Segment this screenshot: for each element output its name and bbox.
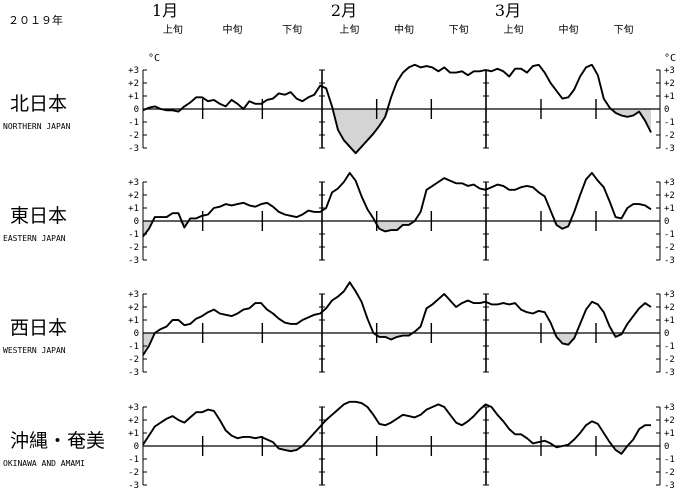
dekad-label: 上旬 bbox=[163, 23, 183, 36]
y-tick-label: 0 bbox=[664, 442, 669, 452]
y-tick-label: +1 bbox=[128, 92, 139, 102]
y-tick-label: 0 bbox=[134, 217, 139, 227]
dekad-label: 中旬 bbox=[559, 23, 579, 36]
month-label-3: 3月 bbox=[495, 1, 521, 20]
y-tick-label: -2 bbox=[128, 355, 139, 365]
region-name-en: WESTERN JAPAN bbox=[3, 346, 66, 355]
y-tick-label: -2 bbox=[664, 243, 675, 253]
y-tick-label: +1 bbox=[128, 316, 139, 326]
y-tick-label: -1 bbox=[128, 118, 139, 128]
y-tick-label: -2 bbox=[128, 131, 139, 141]
dekad-label: 下旬 bbox=[614, 23, 634, 36]
y-tick-label: -1 bbox=[664, 230, 675, 240]
dekad-label: 下旬 bbox=[282, 23, 302, 36]
y-tick-label: +1 bbox=[664, 204, 675, 214]
y-tick-label: 0 bbox=[134, 105, 139, 115]
dekad-label: 上旬 bbox=[504, 23, 524, 36]
panel-eastern-japan: 東日本 EASTERN JAPAN -3 -3 -2 -2 -1 -1 0 0 +1 +1 +2 +2 +3… bbox=[3, 171, 675, 266]
region-name-ja: 沖縄・奄美 bbox=[10, 430, 105, 452]
unit-label-right: °C bbox=[664, 53, 676, 64]
y-tick-label: -1 bbox=[664, 342, 675, 352]
y-tick-label: 0 bbox=[664, 217, 669, 227]
y-tick-label: +2 bbox=[664, 191, 675, 201]
region-name-en: EASTERN JAPAN bbox=[3, 234, 66, 243]
dekad-label: 上旬 bbox=[339, 23, 359, 36]
y-tick-label: +2 bbox=[128, 79, 139, 89]
y-tick-label: -2 bbox=[664, 468, 675, 478]
y-tick-label: -2 bbox=[664, 355, 675, 365]
dekad-label: 下旬 bbox=[449, 23, 469, 36]
panel-northern-japan: 北日本 NORTHERN JAPAN °C °C -3 -3 -2 -2 -1 -1 0 0 +1 +1 +… bbox=[3, 53, 676, 155]
y-tick-label: -1 bbox=[664, 455, 675, 465]
y-tick-label: -2 bbox=[128, 243, 139, 253]
year-label: ２０１９年 bbox=[8, 13, 63, 27]
y-tick-label: -2 bbox=[128, 468, 139, 478]
negative-anomaly-area bbox=[143, 446, 651, 454]
y-tick-label: +2 bbox=[128, 191, 139, 201]
y-tick-label: -3 bbox=[664, 368, 675, 378]
region-name-ja: 西日本 bbox=[10, 317, 67, 339]
y-tick-label: -3 bbox=[664, 144, 675, 154]
y-tick-label: +3 bbox=[664, 290, 675, 300]
region-name-en: OKINAWA AND AMAMI bbox=[3, 459, 85, 468]
unit-label-left: °C bbox=[148, 53, 160, 64]
y-tick-label: -1 bbox=[664, 118, 675, 128]
y-tick-label: -3 bbox=[664, 256, 675, 266]
month-label-2: 2月 bbox=[331, 1, 357, 20]
y-tick-label: +1 bbox=[128, 204, 139, 214]
negative-anomaly-area bbox=[143, 221, 651, 237]
dekad-label: 中旬 bbox=[394, 23, 414, 36]
y-tick-label: +3 bbox=[664, 403, 675, 413]
region-name-ja: 東日本 bbox=[10, 205, 67, 227]
temperature-anomaly-line bbox=[142, 400, 651, 455]
y-tick-label: +1 bbox=[664, 92, 675, 102]
region-name-en: NORTHERN JAPAN bbox=[3, 122, 71, 131]
panel-okinawa-and-amami: 沖縄・奄美 OKINAWA AND AMAMI -3 -3 -2 -2 -1 -1 0 0 +1 +1… bbox=[3, 400, 675, 491]
y-tick-label: +2 bbox=[664, 79, 675, 89]
y-tick-label: +3 bbox=[128, 290, 139, 300]
y-tick-label: -3 bbox=[128, 481, 139, 491]
dekad-label: 中旬 bbox=[223, 23, 243, 36]
y-tick-label: -3 bbox=[128, 144, 139, 154]
y-tick-label: -3 bbox=[128, 368, 139, 378]
region-name-ja: 北日本 bbox=[10, 93, 67, 115]
region-panels: 北日本 NORTHERN JAPAN °C °C -3 -3 -2 -2 -1 -1 0 0 +1 +1 +… bbox=[3, 53, 676, 491]
temperature-anomaly-line bbox=[142, 171, 652, 238]
y-tick-label: +1 bbox=[664, 316, 675, 326]
y-tick-label: -2 bbox=[664, 131, 675, 141]
y-tick-label: +2 bbox=[664, 303, 675, 313]
y-tick-label: +1 bbox=[128, 429, 139, 439]
y-tick-label: +3 bbox=[664, 178, 675, 188]
y-tick-label: -1 bbox=[128, 455, 139, 465]
y-tick-label: +3 bbox=[128, 66, 139, 76]
y-tick-label: -1 bbox=[128, 230, 139, 240]
y-tick-label: +1 bbox=[664, 429, 675, 439]
y-tick-label: -3 bbox=[128, 256, 139, 266]
temperature-anomaly-line bbox=[142, 63, 652, 155]
temperature-anomaly-line bbox=[142, 281, 652, 356]
y-tick-label: +2 bbox=[128, 416, 139, 426]
y-tick-label: +3 bbox=[128, 178, 139, 188]
y-tick-label: 0 bbox=[664, 105, 669, 115]
month-label-1: 1月 bbox=[152, 1, 178, 20]
y-tick-label: +3 bbox=[128, 403, 139, 413]
panel-western-japan: 西日本 WESTERN JAPAN -3 -3 -2 -2 -1 -1 0 0 +1 +1 +2 +2 +3… bbox=[3, 281, 675, 378]
y-tick-label: 0 bbox=[664, 329, 669, 339]
y-tick-label: 0 bbox=[134, 329, 139, 339]
y-tick-label: +2 bbox=[128, 303, 139, 313]
y-tick-label: +3 bbox=[664, 66, 675, 76]
y-tick-label: -1 bbox=[128, 342, 139, 352]
y-tick-label: +2 bbox=[664, 416, 675, 426]
negative-anomaly-area bbox=[143, 109, 651, 154]
y-tick-label: -3 bbox=[664, 481, 675, 491]
y-tick-label: 0 bbox=[134, 442, 139, 452]
